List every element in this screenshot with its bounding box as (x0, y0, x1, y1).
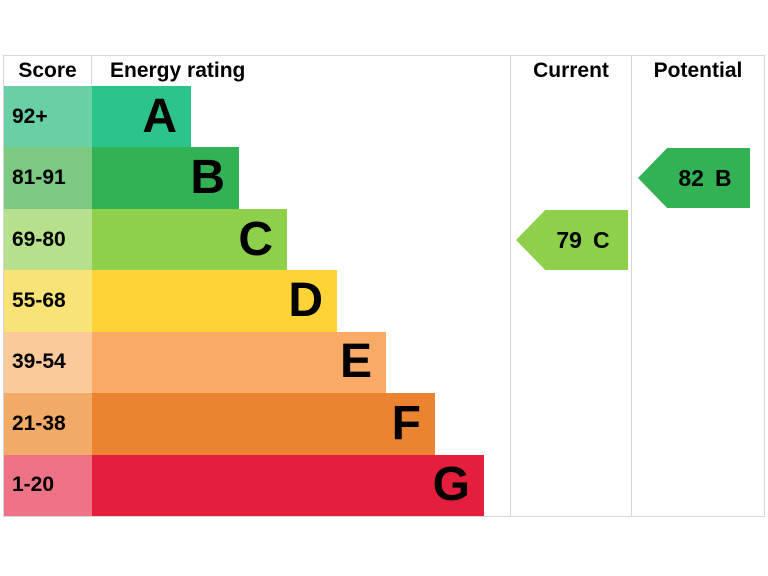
score-range-a: 92+ (4, 86, 92, 148)
score-range-c: 69-80 (4, 208, 92, 271)
band-row-b: 81-91 B (4, 147, 764, 209)
rating-bar-d: D (92, 270, 337, 332)
score-range-g: 1-20 (4, 454, 92, 516)
table-header-row: Score Energy rating Current Potential (4, 56, 764, 86)
score-range-f: 21-38 (4, 393, 92, 455)
potential-column-divider (631, 56, 632, 516)
current-score-value: 79 (556, 226, 582, 253)
rating-bar-g: G (92, 454, 484, 516)
band-row-e: 39-54 E (4, 331, 764, 394)
rating-bar-e: E (92, 331, 386, 394)
current-column-divider (510, 56, 511, 516)
rating-bar-b: B (92, 147, 239, 209)
score-range-b: 81-91 (4, 147, 92, 209)
band-row-c: 69-80 C (4, 208, 764, 271)
score-range-d: 55-68 (4, 270, 92, 332)
score-range-e: 39-54 (4, 331, 92, 394)
potential-grade-letter: B (714, 164, 732, 191)
potential-column-header: Potential (631, 56, 764, 86)
rating-bar-c: C (92, 208, 287, 271)
band-row-g: 1-20 G (4, 454, 764, 516)
rating-bar-a: A (92, 86, 191, 148)
rating-bar-f: F (92, 393, 435, 455)
potential-rating-arrow: 82 B (638, 148, 750, 208)
band-row-d: 55-68 D (4, 270, 764, 332)
epc-table: Score Energy rating Current Potential 92… (3, 55, 765, 517)
current-column-header: Current (510, 56, 631, 86)
current-rating-arrow: 79 C (516, 210, 628, 270)
band-row-f: 21-38 F (4, 393, 764, 455)
energy-rating-column-header: Energy rating (110, 59, 246, 82)
score-column-header: Score (4, 56, 92, 86)
current-grade-letter: C (592, 226, 610, 253)
band-row-a: 92+ A (4, 86, 764, 148)
potential-score-value: 82 (678, 164, 704, 191)
